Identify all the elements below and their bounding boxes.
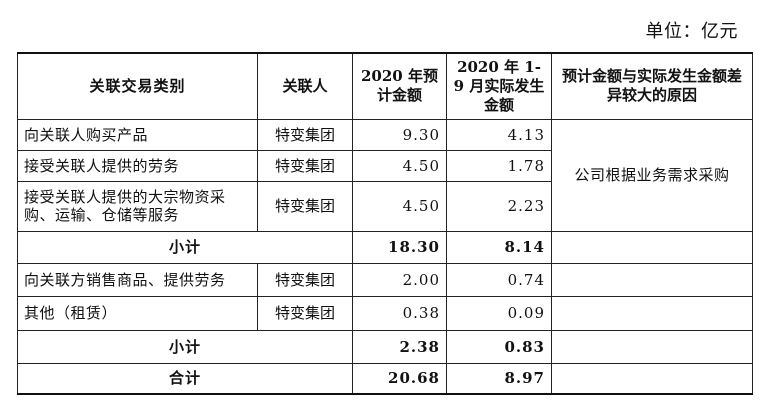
- total-row: 合计 20.68 8.97: [17, 362, 753, 395]
- transaction-type-cell: 接受关联人提供的劳务: [17, 149, 258, 182]
- transaction-type-cell: 向关联方销售商品、提供劳务: [17, 262, 258, 297]
- estimate-cell: 9.30: [352, 118, 447, 151]
- total-label: 合计: [17, 362, 353, 395]
- related-party-cell: 特变集团: [257, 118, 353, 151]
- subtotal-row: 小计 2.38 0.83: [17, 329, 753, 364]
- subtotal-actual-cell: 0.83: [446, 329, 552, 364]
- subtotal-actual-cell: 8.14: [446, 230, 552, 264]
- estimate-cell: 0.38: [352, 295, 447, 331]
- actual-cell: 0.74: [446, 262, 552, 297]
- transaction-type-cell: 接受关联人提供的大宗物资采购、运输、仓储等服务: [17, 180, 258, 232]
- empty-reason-cell: [551, 230, 753, 264]
- related-party-cell: 特变集团: [257, 295, 353, 331]
- transaction-type-cell: 向关联人购买产品: [17, 118, 258, 151]
- estimate-cell: 2.00: [352, 262, 447, 297]
- difference-reason-cell: 公司根据业务需求采购: [551, 118, 753, 232]
- related-transactions-table: 关联交易类别 关联人 2020 年预计金额 2020 年 1-9 月实际发生金额…: [17, 52, 753, 395]
- related-party-cell: 特变集团: [257, 262, 353, 297]
- empty-reason-cell: [551, 295, 753, 331]
- total-estimate-cell: 20.68: [352, 362, 447, 395]
- related-party-cell: 特变集团: [257, 149, 353, 182]
- transaction-type-cell: 其他（租赁）: [17, 295, 258, 331]
- table-row: 接受关联人提供的大宗物资采购、运输、仓储等服务 特变集团 4.50 2.23: [17, 180, 753, 232]
- header-transaction-type: 关联交易类别: [17, 52, 258, 120]
- actual-cell: 0.09: [446, 295, 552, 331]
- actual-cell: 1.78: [446, 149, 552, 182]
- estimate-cell: 4.50: [352, 149, 447, 182]
- header-related-party: 关联人: [257, 52, 353, 120]
- subtotal-row: 小计 18.30 8.14: [17, 230, 753, 264]
- table-row: 接受关联人提供的劳务 特变集团 4.50 1.78: [17, 149, 753, 182]
- subtotal-estimate-cell: 18.30: [352, 230, 447, 264]
- actual-cell: 4.13: [446, 118, 552, 151]
- header-estimate-2020: 2020 年预计金额: [352, 52, 447, 120]
- total-actual-cell: 8.97: [446, 362, 552, 395]
- empty-reason-cell: [551, 329, 753, 364]
- empty-reason-cell: [551, 262, 753, 297]
- actual-cell: 2.23: [446, 180, 552, 232]
- table-row: 其他（租赁） 特变集团 0.38 0.09: [17, 295, 753, 331]
- table-row: 向关联人购买产品 特变集团 9.30 4.13 公司根据业务需求采购: [17, 118, 753, 232]
- subtotal-label: 小计: [17, 230, 353, 264]
- header-difference-reason: 预计金额与实际发生金额差异较大的原因: [551, 52, 753, 120]
- subtotal-label: 小计: [17, 329, 353, 364]
- estimate-cell: 4.50: [352, 180, 447, 232]
- header-row: 关联交易类别 关联人 2020 年预计金额 2020 年 1-9 月实际发生金额…: [17, 52, 753, 120]
- table-row: 向关联方销售商品、提供劳务 特变集团 2.00 0.74: [17, 262, 753, 297]
- empty-reason-cell: [551, 362, 753, 395]
- related-party-cell: 特变集团: [257, 180, 353, 232]
- header-actual-jan-sep: 2020 年 1-9 月实际发生金额: [446, 52, 552, 120]
- subtotal-estimate-cell: 2.38: [352, 329, 447, 364]
- unit-label: 单位：亿元: [645, 21, 738, 42]
